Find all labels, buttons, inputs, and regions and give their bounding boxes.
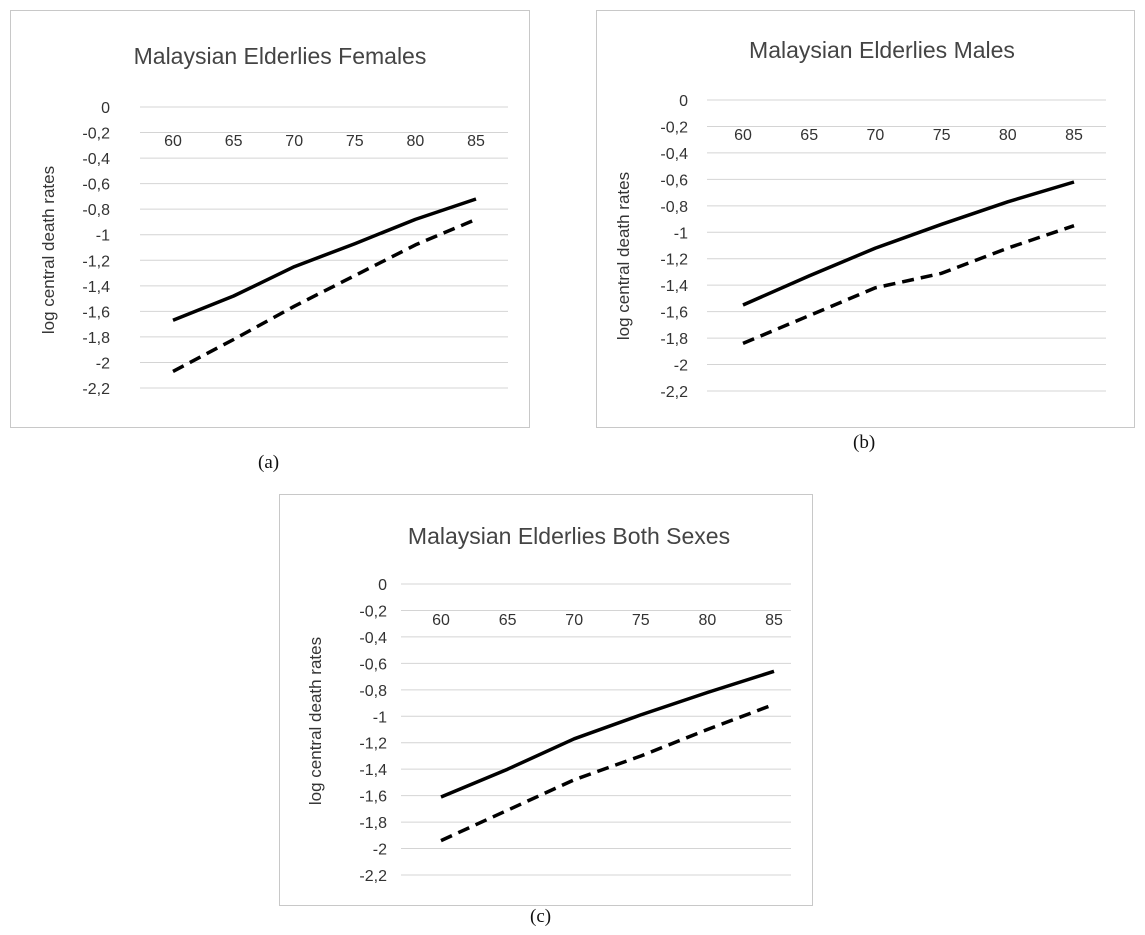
y-tick-label: 0 (378, 577, 387, 594)
y-tick-label: 0 (101, 100, 110, 117)
y-tick-label: -1,8 (359, 815, 387, 832)
y-axis-label: log central death rates (614, 172, 633, 340)
y-axis-label: log central death rates (306, 637, 325, 805)
chart-panel-females: Malaysian Elderlies Females log central … (10, 10, 530, 428)
x-tick-label: 65 (800, 127, 818, 144)
x-tick-label: 80 (699, 612, 717, 629)
caption-a: (a) (258, 452, 280, 473)
y-tick-label: -1,2 (660, 252, 688, 269)
y-tick-label: -2 (96, 355, 110, 372)
x-tick-label: 70 (285, 133, 303, 150)
x-tick-label: 60 (432, 612, 450, 629)
chart-panel-both-sexes: Malaysian Elderlies Both Sexes log centr… (279, 494, 813, 906)
x-tick-label: 70 (565, 612, 583, 629)
caption-c: (c) (530, 906, 552, 927)
x-tick-label: 85 (765, 612, 783, 629)
series-line-dashed (742, 224, 1075, 346)
y-tick-label: -1 (373, 709, 387, 726)
x-tick-label: 80 (999, 127, 1017, 144)
y-tick-label: -0,2 (82, 126, 110, 143)
y-tick-label: -2,2 (82, 381, 110, 398)
y-axis-label: log central death rates (39, 166, 58, 334)
chart-both-sexes: Malaysian Elderlies Both Sexes log centr… (279, 494, 813, 906)
y-tick-label: -2 (373, 842, 387, 859)
y-tick-label: -0,4 (82, 151, 110, 168)
y-tick-label: -1,4 (359, 762, 387, 779)
y-tick-label: -0,8 (660, 199, 688, 216)
x-tick-label: 70 (867, 127, 885, 144)
series-line-solid (440, 669, 775, 799)
x-tick-label: 85 (1065, 127, 1083, 144)
series-line-dashed (172, 217, 477, 373)
y-tick-label: -0,6 (359, 656, 387, 673)
y-tick-label: -1,6 (359, 789, 387, 806)
y-tick-label: -0,2 (660, 119, 688, 136)
x-tick-label: 85 (467, 133, 485, 150)
y-tick-label: -1,6 (660, 305, 688, 322)
chart-males: Malaysian Elderlies Males log central de… (596, 10, 1135, 428)
x-tick-label: 75 (346, 133, 364, 150)
y-tick-label: -0,2 (359, 603, 387, 620)
y-tick-label: -1,2 (359, 736, 387, 753)
y-tick-label: -2 (674, 358, 688, 375)
chart-females: Malaysian Elderlies Females log central … (10, 10, 530, 428)
y-tick-label: -0,8 (82, 202, 110, 219)
y-tick-label: -1,8 (82, 330, 110, 347)
chart-panel-males: Malaysian Elderlies Males log central de… (596, 10, 1135, 428)
y-tick-label: -2,2 (660, 384, 688, 401)
x-tick-label: 75 (933, 127, 951, 144)
y-tick-label: -1 (674, 225, 688, 242)
y-tick-label: -1,2 (82, 253, 110, 270)
y-tick-label: -0,4 (660, 146, 688, 163)
series-line-solid (742, 180, 1075, 307)
y-tick-label: -0,4 (359, 630, 387, 647)
series-line-dashed (440, 702, 775, 843)
y-tick-label: -0,8 (359, 683, 387, 700)
y-tick-label: 0 (679, 93, 688, 110)
y-tick-label: -1,8 (660, 331, 688, 348)
y-tick-label: -1 (96, 228, 110, 245)
y-tick-label: -0,6 (660, 172, 688, 189)
x-tick-label: 60 (734, 127, 752, 144)
y-tick-label: -1,4 (660, 278, 688, 295)
chart-title: Malaysian Elderlies Females (134, 43, 427, 69)
y-tick-label: -0,6 (82, 177, 110, 194)
x-tick-label: 60 (164, 133, 182, 150)
y-tick-label: -2,2 (359, 868, 387, 885)
x-tick-label: 65 (499, 612, 517, 629)
x-tick-label: 75 (632, 612, 650, 629)
chart-title: Malaysian Elderlies Males (749, 37, 1015, 63)
chart-title: Malaysian Elderlies Both Sexes (408, 523, 730, 549)
y-tick-label: -1,6 (82, 304, 110, 321)
caption-b: (b) (853, 432, 876, 453)
x-tick-label: 80 (407, 133, 425, 150)
x-tick-label: 65 (225, 133, 243, 150)
y-tick-label: -1,4 (82, 279, 110, 296)
series-line-solid (172, 197, 477, 322)
